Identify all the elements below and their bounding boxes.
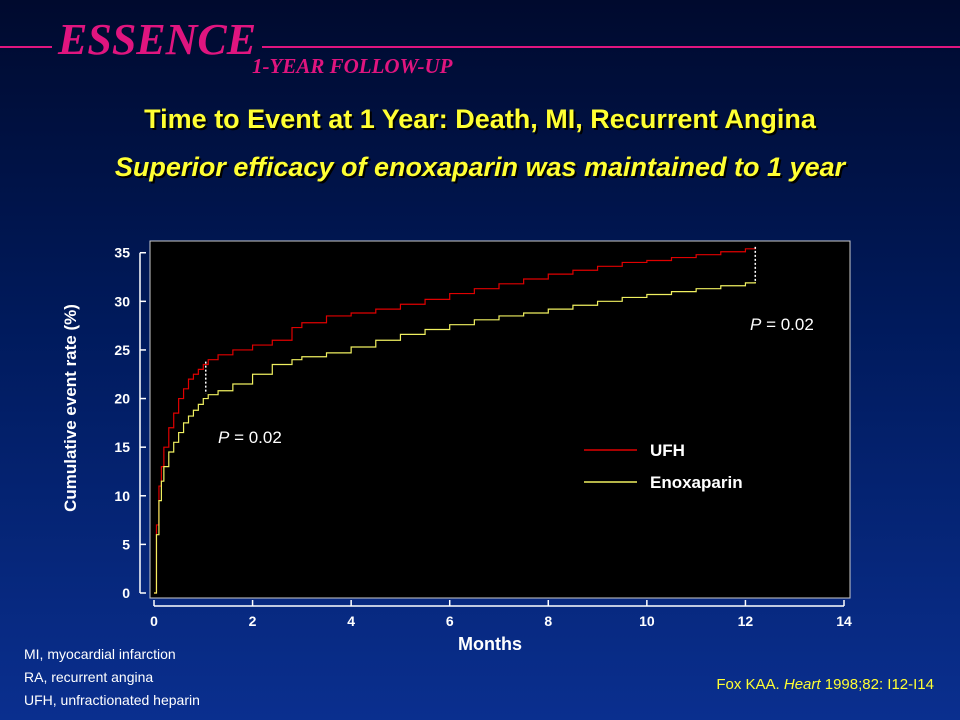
brand-line-right <box>262 46 960 48</box>
x-tick-label: 10 <box>639 613 655 629</box>
slide-subtitle: Superior efficacy of enoxaparin was main… <box>114 152 846 182</box>
y-tick-label: 35 <box>114 245 130 261</box>
y-tick-label: 30 <box>114 293 130 309</box>
plot-area <box>149 240 851 599</box>
x-tick-label: 14 <box>836 613 852 629</box>
p-symbol: P <box>750 315 762 334</box>
x-axis-label: Months <box>458 634 522 654</box>
axes: 0 2 4 6 8 10 12 14 0 5 10 15 20 25 30 35 <box>114 245 852 629</box>
series-lines <box>154 246 756 594</box>
footnote-mi: MI, myocardial infarction <box>24 646 176 662</box>
y-tick-label: 5 <box>122 536 130 552</box>
footnote-ufh: UFH, unfractionated heparin <box>24 692 200 708</box>
series-line-enoxaparin <box>154 281 756 594</box>
y-axis-label: Cumulative event rate (%) <box>61 304 80 512</box>
y-tick-label: 20 <box>114 391 130 407</box>
annotations: P = 0.02P = 0.02 <box>205 246 814 447</box>
citation-suffix: 1998;82: I12-I14 <box>820 676 934 693</box>
brand-title: ESSENCE <box>58 15 257 64</box>
citation: Fox KAA. Heart 1998;82: I12-I14 <box>716 676 934 693</box>
brand-subtitle: 1-YEAR FOLLOW-UP <box>252 54 453 78</box>
x-tick-label: 8 <box>544 613 552 629</box>
series-line-ufh <box>154 246 756 594</box>
legend-label: Enoxaparin <box>650 473 743 492</box>
citation-prefix: Fox KAA. <box>716 676 784 693</box>
y-tick-label: 15 <box>114 439 130 455</box>
p-value: = 0.02 <box>761 315 813 334</box>
x-tick-label: 6 <box>446 613 454 629</box>
x-tick-label: 0 <box>150 613 158 629</box>
x-tick-label: 4 <box>347 613 355 629</box>
x-tick-label: 2 <box>249 613 257 629</box>
y-tick-label: 25 <box>114 342 130 358</box>
y-tick-label: 0 <box>122 585 130 601</box>
y-tick-label: 10 <box>114 488 130 504</box>
footnote-ra: RA, recurrent angina <box>24 669 154 685</box>
legend: UFH Enoxaparin <box>584 441 743 492</box>
x-tick-label: 12 <box>738 613 754 629</box>
p-value-label: P = 0.02 <box>750 315 814 334</box>
citation-journal: Heart <box>783 676 821 693</box>
legend-label: UFH <box>650 441 685 460</box>
p-symbol: P <box>218 428 230 447</box>
p-value-label: P = 0.02 <box>218 428 282 447</box>
slide-title: Time to Event at 1 Year: Death, MI, Recu… <box>144 104 816 134</box>
p-value: = 0.02 <box>229 428 281 447</box>
brand-line-left <box>0 46 52 48</box>
